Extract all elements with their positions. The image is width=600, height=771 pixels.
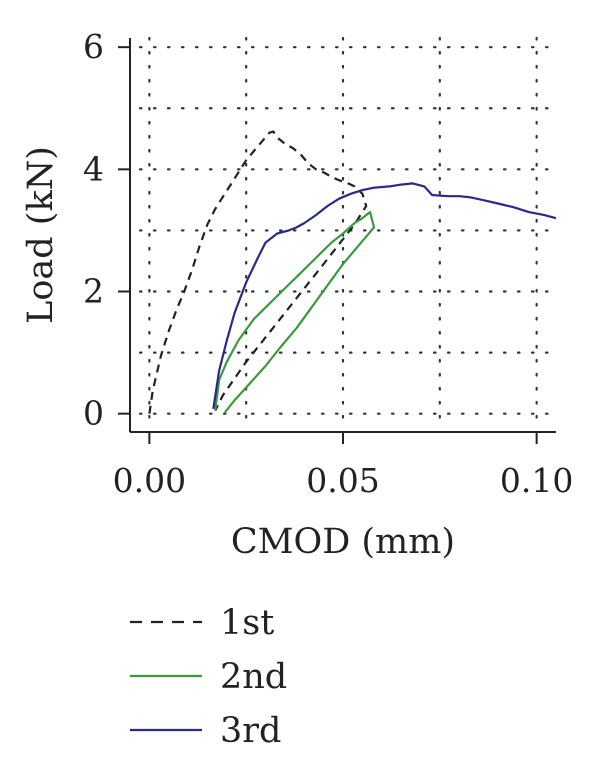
x-tick-label: 0.10: [500, 461, 573, 500]
series-line-3: [212, 182, 557, 409]
y-axis-label: Load (kN): [21, 146, 61, 324]
y-tick-label: 4: [83, 149, 104, 188]
legend-label-1: 1st: [220, 603, 274, 643]
legend-label-2: 2nd: [220, 657, 287, 697]
x-axis-label: CMOD (mm): [231, 522, 455, 562]
y-tick-label: 0: [83, 394, 104, 433]
x-tick-label: 0.00: [113, 461, 186, 500]
series-line-1: [148, 130, 368, 414]
y-tick-label: 2: [83, 272, 104, 311]
y-tick-label: 6: [83, 27, 104, 66]
series-line-2: [214, 211, 376, 414]
legend: 1st 2nd 3rd: [130, 603, 287, 751]
ticks: 0 2 4 6 0.00 0.05 0.10: [83, 27, 573, 500]
x-tick-label: 0.05: [306, 461, 379, 500]
legend-label-3: 3rd: [220, 711, 281, 751]
series-lines: [148, 130, 557, 414]
